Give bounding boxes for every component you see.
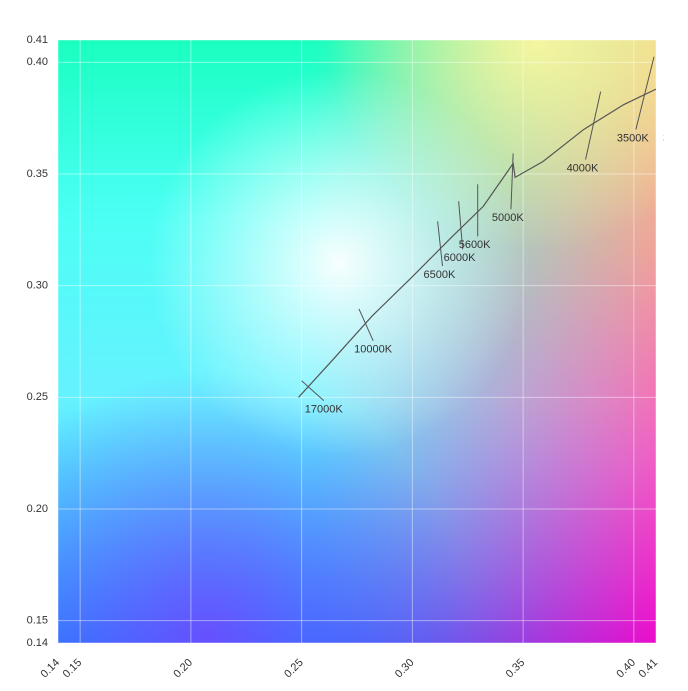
isotherm-label: 6000K (444, 252, 476, 264)
x-tick-label: 0.30 (393, 657, 417, 681)
isotherm-label: 4000K (567, 162, 599, 174)
x-tick-label: 0.40 (614, 657, 638, 681)
x-tick-label: 0.15 (61, 657, 85, 681)
isotherm (635, 56, 655, 130)
grid (57, 39, 664, 644)
chromaticity-background (58, 40, 656, 643)
y-tick-label: 0.41 (27, 34, 48, 46)
y-tick-label: 0.15 (27, 615, 48, 627)
isotherm (301, 380, 325, 402)
isotherm-label: 5000K (492, 212, 524, 224)
y-tick-label: 0.40 (27, 56, 48, 68)
isotherm (585, 91, 602, 160)
isotherm-label: 17000K (305, 404, 344, 416)
isotherm (510, 153, 514, 210)
y-tick-label: 0.20 (27, 503, 48, 515)
isotherm (458, 201, 464, 250)
isotherm-label: 10000K (354, 344, 393, 356)
isotherm-label: 5600K (459, 239, 491, 251)
isotherm (682, 57, 688, 130)
x-tick-label: 0.25 (282, 657, 306, 681)
isotherm-label: 32 (663, 132, 675, 144)
y-tick-label: 0.14 (27, 637, 48, 649)
y-tick-label: 0.30 (27, 280, 48, 292)
x-tick-label: 0.35 (504, 657, 528, 681)
isotherm (437, 221, 443, 267)
isotherm-label: 6500K (423, 269, 455, 281)
x-tick-label: 0.14 (39, 657, 63, 681)
x-tick-label: 0.41 (637, 657, 661, 681)
y-tick-label: 0.25 (27, 391, 48, 403)
x-tick-label: 0.20 (171, 657, 195, 681)
y-tick-label: 0.35 (27, 168, 48, 180)
isotherm-label: 3500K (617, 132, 649, 144)
isotherm (358, 308, 374, 342)
